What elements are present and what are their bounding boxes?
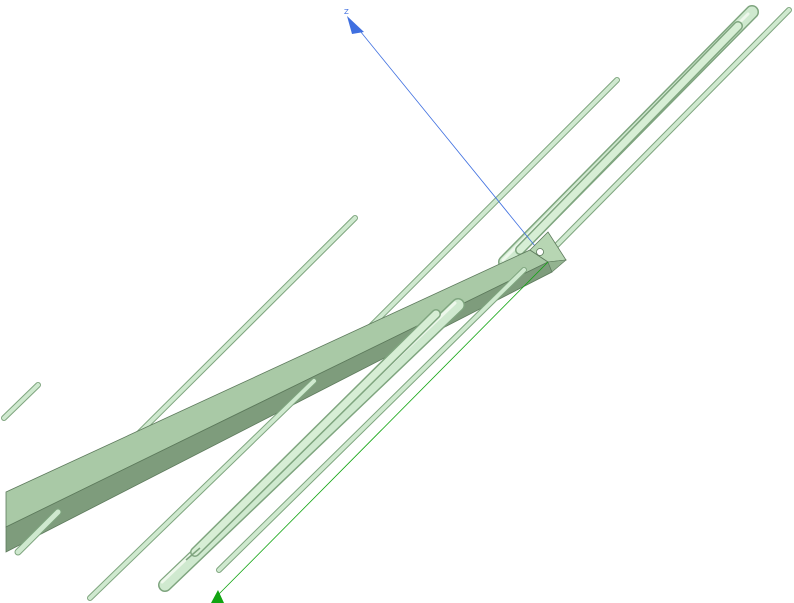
rod-middle-long[interactable] (361, 77, 620, 336)
rod-upper-thick-pair[interactable] (498, 5, 759, 269)
z-axis-arrow-icon (347, 16, 364, 34)
y-axis-arrow-icon (211, 590, 224, 603)
rod-lower-thin[interactable] (216, 267, 527, 573)
z-axis-label: Z (344, 8, 349, 16)
z-axis: Z (344, 8, 549, 263)
rod-far-left[interactable] (1, 382, 41, 421)
bar-hole (536, 248, 544, 256)
rod-stub-left[interactable] (14, 508, 62, 556)
rod-lower-thick-pair[interactable] (158, 298, 465, 592)
rod-stub-mid[interactable] (87, 378, 317, 601)
rod-upper-thin[interactable] (547, 7, 792, 255)
rod-left-long[interactable] (107, 215, 358, 465)
y-axis (211, 261, 549, 603)
